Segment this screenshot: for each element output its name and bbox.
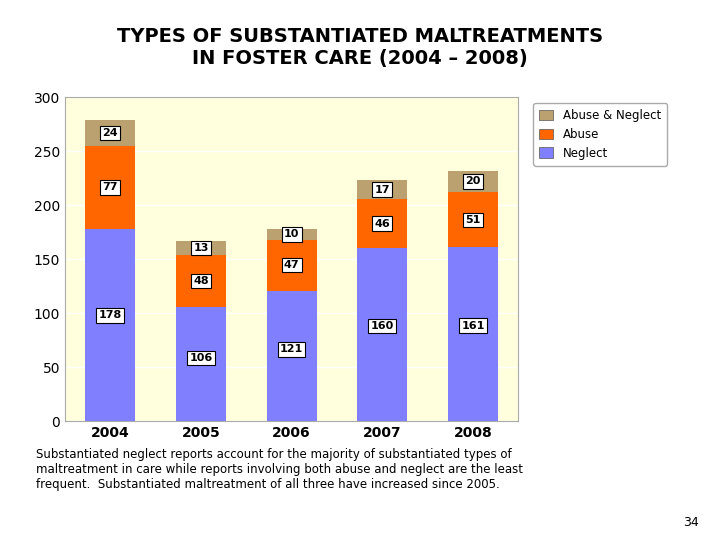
Text: 121: 121 [280, 345, 303, 354]
Text: 160: 160 [371, 321, 394, 331]
Bar [357, 248, 408, 421]
Bar [176, 255, 226, 307]
Text: 77: 77 [102, 183, 118, 192]
Bar [176, 241, 226, 255]
Bar [448, 171, 498, 192]
Legend: Abuse & Neglect, Abuse, Neglect: Abuse & Neglect, Abuse, Neglect [534, 103, 667, 166]
Text: 10: 10 [284, 230, 300, 239]
Text: Substantiated neglect reports account for the majority of substantiated types of: Substantiated neglect reports account fo… [36, 448, 523, 491]
Text: 48: 48 [193, 276, 209, 286]
Bar [85, 229, 135, 421]
Text: TYPES OF SUBSTANTIATED MALTREATMENTS
IN FOSTER CARE (2004 – 2008): TYPES OF SUBSTANTIATED MALTREATMENTS IN … [117, 27, 603, 68]
Bar [357, 180, 408, 199]
Text: 178: 178 [99, 310, 122, 320]
Text: 47: 47 [284, 260, 300, 270]
Bar [266, 229, 317, 240]
Bar [266, 240, 317, 291]
Bar [85, 146, 135, 229]
Text: 13: 13 [193, 243, 209, 253]
Bar [266, 291, 317, 421]
Text: 106: 106 [189, 353, 212, 363]
Bar [448, 192, 498, 247]
Bar [85, 120, 135, 146]
Bar [176, 307, 226, 421]
Bar [448, 247, 498, 421]
Text: 161: 161 [462, 321, 485, 330]
Bar [357, 199, 408, 248]
Text: 24: 24 [102, 128, 118, 138]
Text: 51: 51 [465, 215, 481, 225]
Text: 17: 17 [374, 185, 390, 194]
Text: 46: 46 [374, 219, 390, 228]
Text: 20: 20 [465, 177, 481, 186]
Text: 34: 34 [683, 516, 698, 529]
